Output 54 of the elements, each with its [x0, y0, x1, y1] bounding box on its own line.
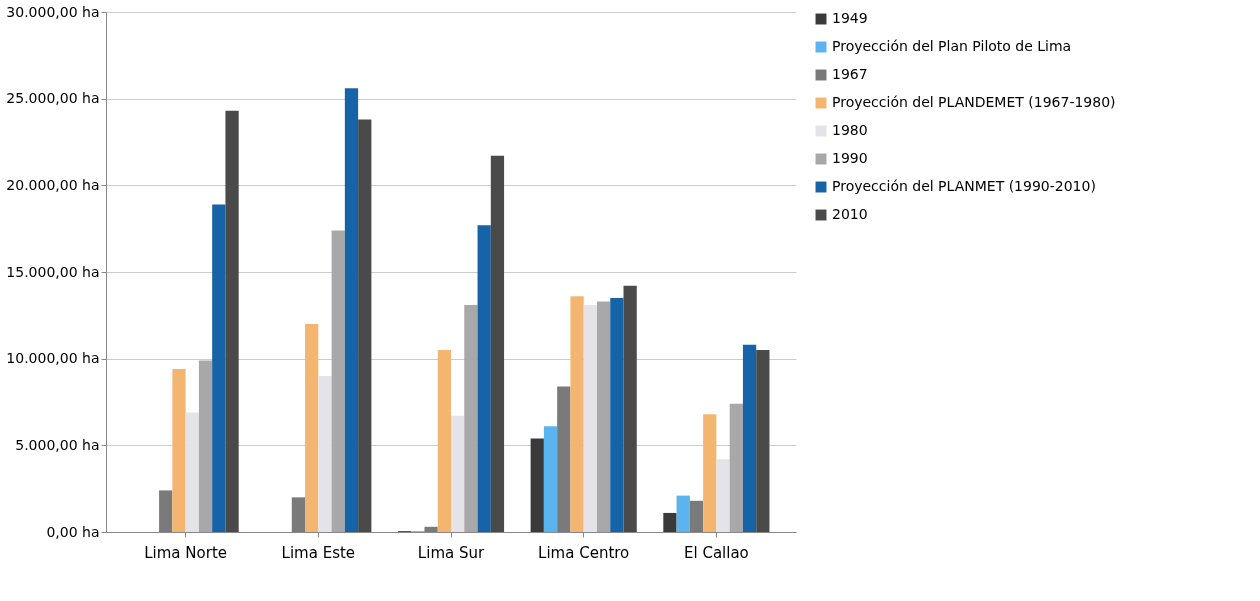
x-tick-label: El Callao	[683, 543, 749, 562]
bar	[530, 438, 544, 532]
legend-label: Proyección del Plan Piloto de Lima	[832, 38, 1072, 54]
bar	[689, 500, 704, 532]
bar	[729, 403, 743, 532]
bar	[159, 490, 173, 532]
bar	[358, 119, 372, 532]
bar	[185, 412, 199, 532]
bar	[225, 110, 239, 532]
bar	[596, 301, 611, 532]
legend-label: Proyección del PLANDEMET (1967-1980)	[832, 94, 1116, 110]
bar	[331, 230, 345, 532]
bar	[437, 350, 451, 532]
bar	[543, 426, 558, 532]
x-tick-label: Lima Centro	[538, 543, 630, 562]
bar	[424, 526, 438, 532]
y-tick-label: 20.000,00 ha	[6, 176, 100, 193]
legend-label: 1949	[832, 10, 868, 26]
bar	[451, 415, 465, 532]
bar	[305, 324, 319, 532]
x-tick-label: Lima Este	[281, 543, 356, 562]
bar	[198, 360, 213, 532]
bar	[318, 376, 332, 532]
bar	[663, 512, 677, 532]
bar	[477, 225, 491, 532]
x-tick-label: Lima Sur	[417, 543, 485, 562]
y-tick-label: 25.000,00 ha	[6, 90, 100, 107]
bar	[756, 350, 770, 532]
legend-label: Proyección del PLANMET (1990-2010)	[832, 178, 1096, 194]
y-tick-label: 10.000,00 ha	[6, 350, 100, 367]
y-tick-label: 30.000,00 ha	[6, 3, 100, 20]
legend-label: 1967	[832, 66, 868, 82]
bar	[623, 285, 637, 532]
bar	[703, 414, 717, 532]
bar	[344, 88, 359, 532]
bar	[291, 497, 306, 532]
bar	[583, 304, 597, 532]
y-tick-label: 0,00 ha	[46, 523, 100, 540]
legend-label: 1990	[832, 150, 868, 166]
bar	[676, 495, 690, 532]
bar	[464, 304, 478, 532]
legend-label: 2010	[832, 206, 868, 222]
legend-label: 1980	[832, 122, 868, 138]
bar	[557, 386, 571, 532]
bar	[716, 459, 730, 532]
bar	[172, 369, 186, 532]
bar	[742, 344, 757, 532]
y-tick-label: 5.000,00 ha	[15, 436, 100, 453]
bar	[570, 296, 584, 532]
bar	[610, 298, 624, 532]
x-tick-label: Lima Norte	[144, 543, 228, 562]
y-tick-label: 15.000,00 ha	[6, 263, 100, 280]
bar	[212, 204, 226, 532]
bar	[490, 155, 505, 532]
